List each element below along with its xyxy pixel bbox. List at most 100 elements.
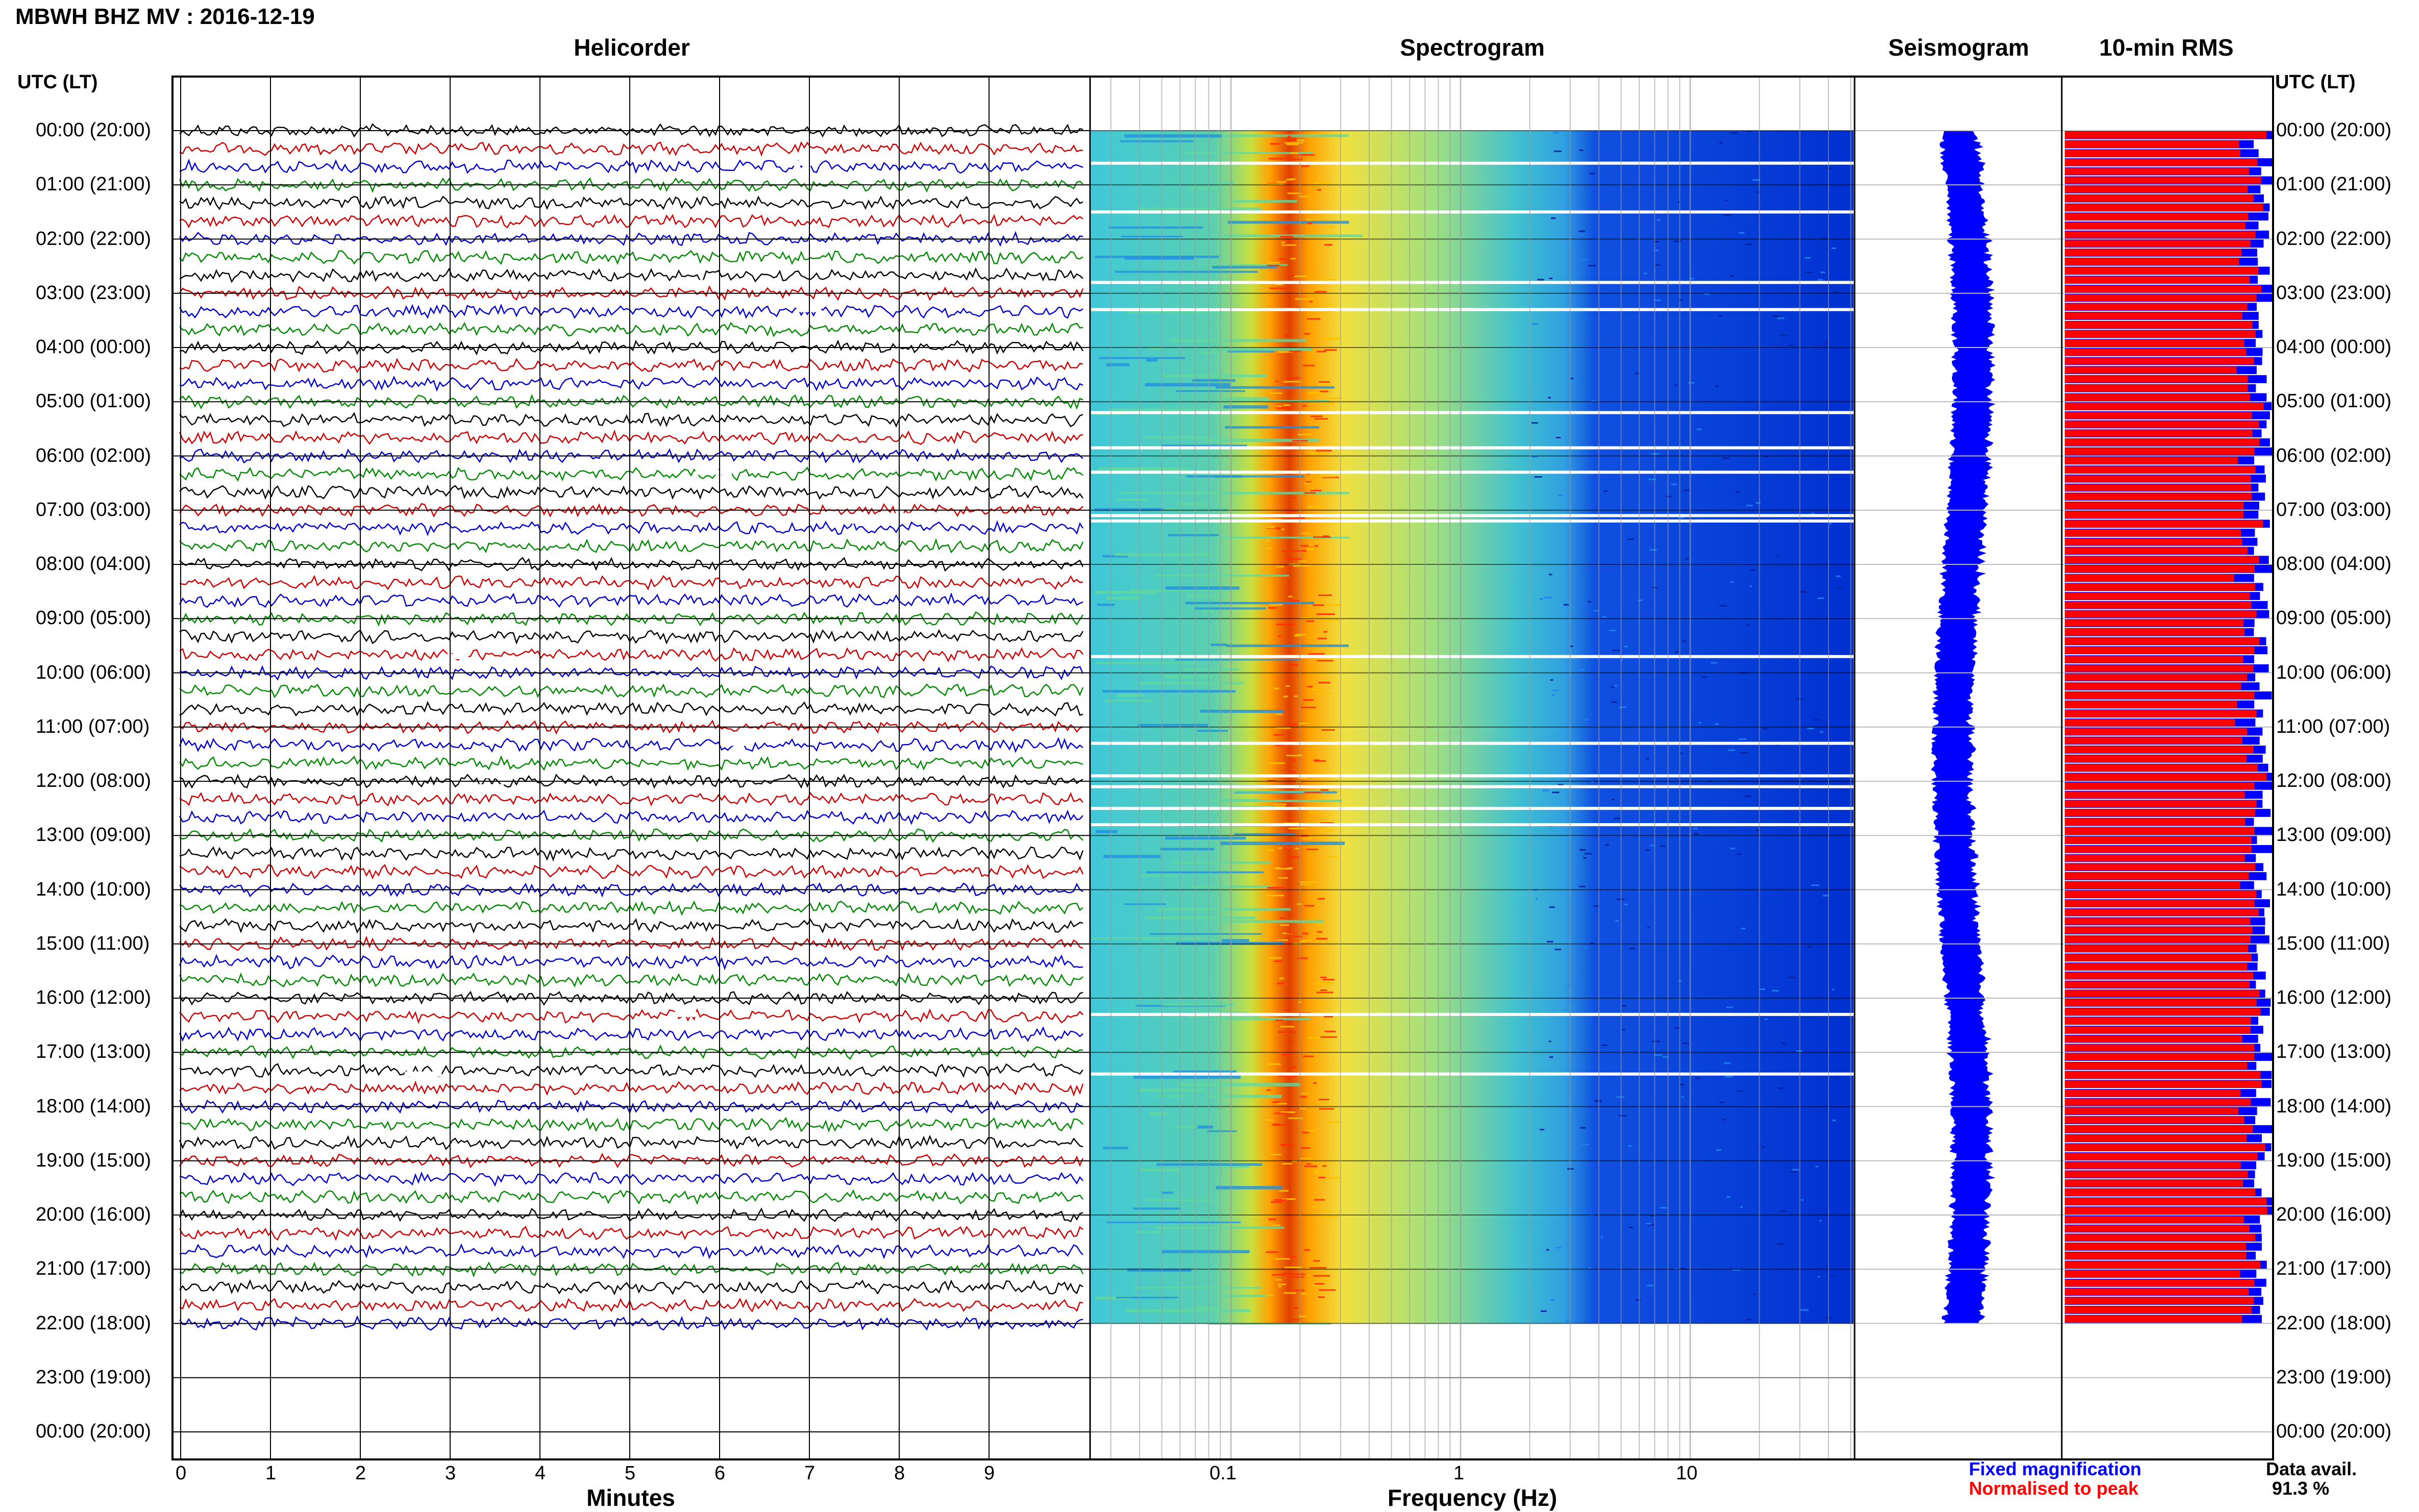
spectrogram-speckle — [1119, 491, 1231, 494]
spectrogram-peak-speckle — [1266, 849, 1274, 851]
helicorder-gap — [768, 806, 789, 811]
spectrogram-noise-speckle — [1551, 217, 1556, 219]
spectrogram-peak-speckle — [1269, 392, 1283, 394]
spectrogram-peak-speckle — [1272, 1124, 1289, 1126]
spectrogram-noise-speckle — [1811, 884, 1819, 886]
spectrogram-peak-speckle — [1290, 152, 1298, 154]
spectrogram-peak-speckle — [1278, 1075, 1297, 1077]
spectrogram-peak-speckle — [1303, 699, 1314, 701]
rms-normalised-bar — [2065, 1188, 2256, 1196]
spectrogram-peak-speckle — [1320, 989, 1327, 991]
spectrogram-speckle — [1102, 690, 1236, 693]
spectrogram-peak-speckle — [1287, 192, 1302, 194]
helicorder-line — [179, 736, 1083, 753]
spectrogram-peak-speckle — [1288, 596, 1293, 598]
spectrogram-speckle — [1203, 438, 1320, 442]
rms-normalised-bar — [2065, 1207, 2267, 1214]
spectrogram-speckle — [1190, 187, 1223, 190]
spectrogram-noise-speckle — [1622, 1005, 1627, 1007]
spectrogram-noise-speckle — [1722, 1119, 1725, 1121]
spectrogram-speckle — [1094, 590, 1157, 594]
rms-normalised-bar — [2065, 194, 2254, 202]
rms-normalised-bar — [2065, 312, 2242, 319]
helicorder-line — [179, 303, 1083, 319]
helicorder-line — [179, 1189, 1083, 1205]
rms-normalised-bar — [2065, 167, 2249, 175]
helicorder-line — [179, 935, 1083, 951]
spectrogram-peak-speckle — [1308, 1036, 1321, 1038]
rms-normalised-bar — [2065, 565, 2255, 573]
spectrogram-peak-speckle — [1303, 1055, 1314, 1057]
rms-normalised-bar — [2065, 574, 2234, 582]
helicorder-line — [179, 665, 1084, 681]
spectrogram-noise-speckle — [1761, 1146, 1765, 1148]
rms-normalised-bar — [2065, 1098, 2251, 1106]
spectrogram-peak-speckle — [1306, 849, 1318, 851]
spectrogram-peak-speckle — [1277, 1283, 1286, 1285]
spectrogram-speckle — [1134, 1287, 1262, 1289]
rms-normalised-bar — [2065, 1144, 2265, 1151]
spectrogram-peak-speckle — [1276, 867, 1292, 870]
spectrogram-noise-speckle — [1579, 149, 1584, 151]
helicorder-gap — [476, 784, 504, 789]
spectrogram-peak-speckle — [1290, 600, 1300, 602]
spectrogram-noise-speckle — [1589, 172, 1595, 175]
spectrogram-noise-speckle — [1730, 581, 1734, 583]
spectrogram-noise-speckle — [1762, 728, 1768, 730]
data-avail-value: 91.3 % — [2272, 1478, 2330, 1499]
rms-normalised-bar — [2065, 1216, 2244, 1223]
spectrogram-noise-speckle — [1741, 928, 1745, 930]
time-tick-label-right: 04:00 (00:00) — [2276, 336, 2392, 358]
spectrogram-peak-speckle — [1283, 227, 1290, 229]
spectrogram-gap — [1091, 655, 1854, 658]
rms-normalised-bar — [2065, 1297, 2254, 1305]
spectrogram-peak-speckle — [1315, 1283, 1324, 1285]
spectrogram-speckle — [1223, 405, 1269, 409]
rms-normalised-bar — [2065, 366, 2237, 374]
time-tick-label-right: 09:00 (05:00) — [2276, 607, 2392, 629]
rms-normalised-bar — [2065, 1044, 2255, 1052]
spectrogram-peak-speckle — [1307, 506, 1324, 508]
xlabel-frequency: Frequency (Hz) — [1387, 1484, 1558, 1511]
spectrogram-noise-speckle — [1788, 344, 1793, 346]
spectrogram-noise-speckle — [1548, 574, 1552, 576]
time-tick-label-right: 06:00 (02:00) — [2276, 444, 2392, 466]
spectrogram-peak-speckle — [1317, 931, 1323, 933]
spectrogram-peak-speckle — [1324, 1210, 1331, 1212]
spectrogram-noise-speckle — [1602, 616, 1607, 618]
rms-normalised-bar — [2065, 710, 2257, 717]
spectrogram-peak-speckle — [1277, 635, 1282, 637]
spectrogram-noise-speckle — [1805, 257, 1811, 259]
spectrogram-peak-speckle — [1280, 1111, 1295, 1113]
spectrogram-noise-speckle — [1799, 591, 1807, 593]
spectrogram-peak-speckle — [1278, 877, 1288, 879]
spectrogram-peak-speckle — [1271, 1224, 1280, 1226]
spectrogram-speckle — [1155, 575, 1289, 577]
spectrogram-noise-speckle — [1552, 791, 1560, 794]
rms-normalised-bar — [2065, 981, 2250, 988]
spectrogram-speckle — [1095, 662, 1196, 664]
spectrogram-speckle — [1127, 1268, 1192, 1272]
time-tick-label-right: 00:00 (20:00) — [2276, 1421, 2392, 1442]
helicorder-gap — [878, 513, 916, 518]
spectrogram-noise-speckle — [1537, 279, 1544, 281]
spectrogram-noise-speckle — [1660, 845, 1666, 847]
spectrogram-peak-speckle — [1320, 976, 1327, 978]
spectrogram-peak-speckle — [1300, 1293, 1307, 1295]
spectrogram-peak-speckle — [1285, 558, 1302, 560]
spectrogram-peak-speckle — [1314, 760, 1326, 762]
spectrogram-noise-speckle — [1645, 849, 1650, 851]
spectrogram-noise-speckle — [1835, 587, 1843, 589]
spectrogram-peak-speckle — [1319, 1099, 1329, 1101]
spectrogram-peak-speckle — [1317, 351, 1326, 353]
spectrogram-noise-speckle — [1737, 1090, 1742, 1092]
spectrogram-speckle — [1186, 475, 1304, 478]
spectrogram-noise-speckle — [1723, 214, 1732, 216]
spectrogram-speckle — [1211, 348, 1313, 351]
rms-normalised-bar — [2065, 1089, 2241, 1097]
spectrogram-peak-speckle — [1285, 788, 1294, 790]
spectrogram-noise-speckle — [1609, 630, 1616, 632]
spectrogram-noise-speckle — [1726, 1196, 1731, 1198]
rms-normalised-bar — [2065, 990, 2260, 997]
rms-normalised-bar — [2065, 737, 2242, 745]
